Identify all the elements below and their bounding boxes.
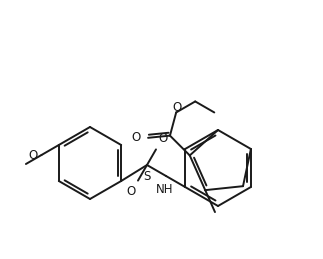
Text: O: O [132,131,141,144]
Text: O: O [158,132,167,145]
Text: O: O [28,148,37,162]
Text: S: S [143,170,151,183]
Text: NH: NH [156,183,174,196]
Text: O: O [127,185,136,198]
Text: O: O [172,102,182,114]
